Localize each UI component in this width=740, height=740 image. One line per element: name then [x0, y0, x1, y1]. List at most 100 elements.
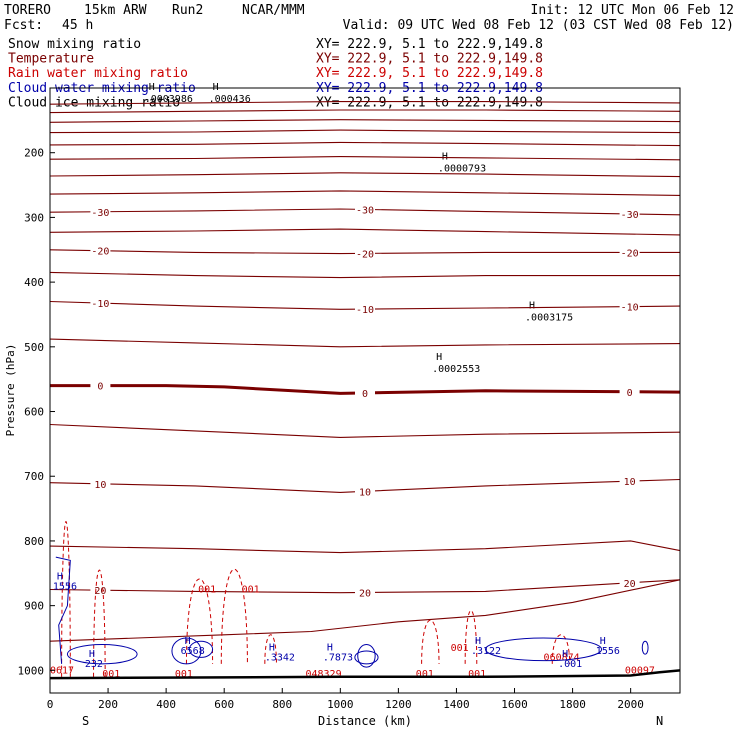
y-tick-label: 900: [24, 600, 44, 613]
isotherm-label: 20: [94, 586, 106, 597]
rain-max-label: 0617: [50, 666, 74, 677]
y-tick-label: 1000: [18, 664, 45, 677]
isotherm-line: [50, 384, 681, 395]
cloud-ice-max-label: .0003986: [145, 94, 193, 105]
x-tick-label: 1200: [385, 698, 412, 711]
isotherm-label: -10: [356, 305, 374, 316]
rain-max-label: 001: [242, 585, 260, 596]
rain-max-label: 00097: [625, 666, 655, 677]
cloud-ice-max-label: .0002553: [432, 364, 480, 375]
rain-contour: [264, 634, 277, 664]
isotherm-label: 20: [624, 579, 636, 590]
isotherm-label-bg: [355, 586, 375, 598]
cloud-water-max-marker: H: [327, 643, 333, 654]
isotherm-line: [49, 300, 681, 310]
isotherm-label-bg: [90, 477, 111, 489]
init-time: Init: 12 UTC Mon 06 Feb 12: [531, 3, 735, 18]
forecast-hour: 45 h: [62, 18, 93, 33]
legend-entry-name: Snow mixing ratio: [8, 37, 141, 52]
cloud-water-contour: [55, 556, 71, 664]
rain-max-label: 001: [451, 643, 469, 654]
plot-area: H .0003986 H .000436 H .0000793 H .0003175 H .000…: [49, 82, 681, 680]
x-tick-label: 600: [214, 698, 234, 711]
isotherm-label: 20: [359, 588, 371, 599]
isotherm-label-bg: [355, 203, 375, 215]
isotherm-label-bg: [90, 584, 111, 596]
isotherm-line: [49, 540, 681, 554]
isotherm-label: 10: [624, 477, 636, 488]
cloud-water-max-marker: H: [562, 649, 568, 660]
rain-contour: [185, 578, 214, 664]
isotherm-line: [49, 228, 681, 236]
x-tick-label: 800: [272, 698, 292, 711]
isotherm-label-bg: [355, 247, 375, 259]
isotherm-label-bg: [90, 297, 111, 309]
isotherm-label-bg: [619, 576, 640, 588]
rain-contour: [421, 619, 440, 664]
isotherm-line: [49, 579, 681, 594]
isotherm-line: [49, 119, 681, 123]
isotherm-label: -20: [91, 247, 109, 258]
isotherm-label: 0: [362, 389, 368, 400]
x-tick-label: 1600: [501, 698, 528, 711]
cloud-water-max-marker: H: [57, 571, 63, 582]
isotherm-label: -30: [621, 210, 639, 221]
cloud-ice-contours: H.0003986H.000436H.0000793H.0003175H.000…: [145, 82, 573, 375]
cloud-water-max-label: 1556: [53, 581, 77, 592]
cloud-ice-max-label: .000436: [209, 94, 251, 105]
legend-entry-xy: XY= 222.9, 5.1 to 222.9,149.8: [316, 66, 543, 81]
legend-entry-name: Temperature: [8, 52, 94, 67]
endpoint-left: S: [82, 714, 89, 728]
cloud-water-contour: [357, 643, 376, 668]
rain-max-label: 060874: [544, 653, 580, 664]
isotherm-label: -10: [91, 299, 109, 310]
cloud-ice-max-label: .0000793: [438, 164, 486, 175]
isotherm-label-bg: [355, 303, 375, 315]
legend: Snow mixing ratio XY= 222.9, 5.1 to 222.9…: [8, 37, 543, 110]
model-run: Run2: [172, 3, 203, 18]
endpoint-right: N: [656, 714, 663, 728]
y-tick-label: 300: [24, 211, 44, 224]
rain-contour: [93, 569, 106, 677]
legend-entry-name: Cloud ice mixing ratio: [8, 95, 180, 110]
y-tick-label: 600: [24, 406, 44, 419]
isotherm-label: -20: [621, 248, 639, 259]
x-tick-label: 2000: [617, 698, 644, 711]
valid-time: Valid: 09 UTC Wed 08 Feb 12 (03 CST Wed …: [343, 18, 734, 33]
x-tick-label: 1800: [559, 698, 586, 711]
rain-max-label: 001: [102, 669, 120, 680]
isotherm-label-bg: [619, 300, 640, 312]
isotherm-line: [49, 156, 681, 161]
isotherm-line: [49, 109, 681, 114]
forecast-label: Fcst:: [4, 18, 43, 33]
isotherm-line: [49, 478, 681, 493]
cloud-water-max-marker: H: [269, 643, 275, 654]
x-tick-label: 1400: [443, 698, 470, 711]
x-tick-label: 400: [156, 698, 176, 711]
cloud-water-contour: [188, 640, 214, 658]
model-name: TORERO: [4, 3, 51, 18]
rain-max-label: 048329: [305, 669, 341, 680]
y-tick-label: 700: [24, 470, 44, 483]
isotherm-label-bg: [90, 244, 111, 256]
isotherm-label: -20: [356, 249, 374, 260]
model-org: NCAR/MMM: [242, 3, 305, 18]
isotherm-label: 10: [359, 487, 371, 498]
cloud-water-max-marker: H: [600, 636, 606, 647]
cloud-water-max-label: 1556: [596, 646, 620, 657]
x-tick-label: 200: [98, 698, 118, 711]
rain-max-label: 001: [468, 669, 486, 680]
x-tick-label: 0: [47, 698, 54, 711]
cloud-ice-max-label: .0003175: [525, 312, 573, 323]
y-tick-label: 400: [24, 276, 44, 289]
isotherm-label: -30: [356, 205, 374, 216]
legend-entry-xy: XY= 222.9, 5.1 to 222.9,149.8: [316, 95, 543, 110]
cloud-water-max-marker: H: [185, 636, 191, 647]
y-tick-label: 800: [24, 535, 44, 548]
rain-contour: [464, 610, 478, 664]
y-axis-title: Pressure (hPa): [4, 344, 17, 437]
isotherm-line: [49, 190, 681, 196]
